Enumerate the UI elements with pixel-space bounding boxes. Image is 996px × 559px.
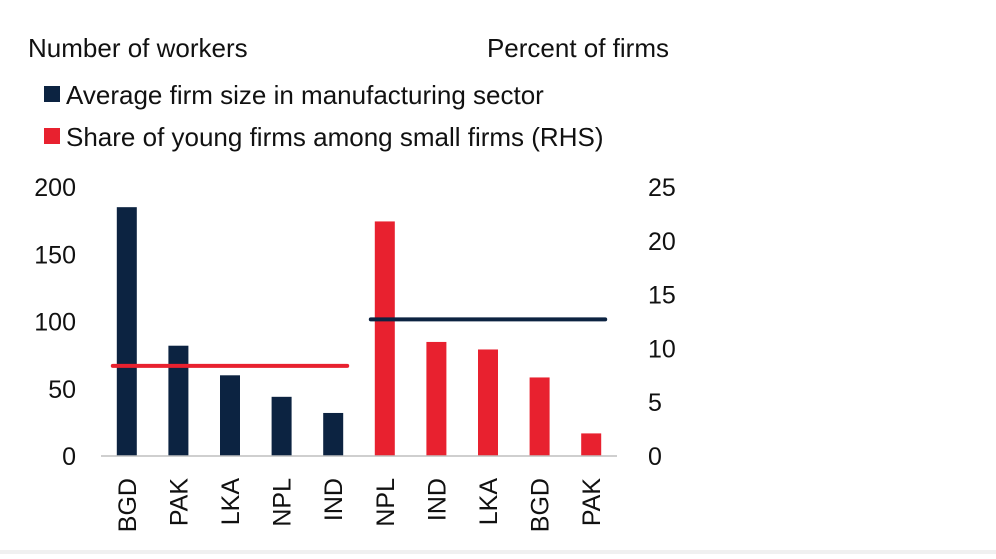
category-label: PAK <box>578 478 606 526</box>
right-tick-label: 15 <box>648 282 676 310</box>
category-label: NPL <box>269 478 297 527</box>
right-axis-ticks: 0 5 10 15 20 25 <box>648 174 676 471</box>
bar-npl-firm-size <box>271 396 292 456</box>
bar-ind-young-firms <box>426 341 447 456</box>
right-tick-label: 25 <box>648 174 676 202</box>
bars <box>116 207 602 456</box>
right-tick-label: 0 <box>648 443 662 471</box>
page-bottom-rule <box>0 550 996 554</box>
bar-bgd-young-firms <box>529 377 550 456</box>
bar-ind-firm-size <box>323 412 344 456</box>
right-tick-label: 20 <box>648 228 676 256</box>
category-label: LKA <box>475 478 503 526</box>
average-lines <box>110 317 608 368</box>
right-axis-title: Percent of firms <box>487 33 669 63</box>
left-tick-label: 100 <box>34 309 76 337</box>
left-axis-title: Number of workers <box>28 33 248 63</box>
bar-npl-young-firms <box>374 221 395 456</box>
left-tick-label: 150 <box>34 241 76 269</box>
right-tick-label: 5 <box>648 389 662 417</box>
bar-bgd-firm-size <box>116 207 137 456</box>
category-labels: BGD PAK LKA NPL IND NPL IND LKA BGD PAK <box>114 478 606 533</box>
left-axis-ticks: 0 50 100 150 200 <box>34 174 76 471</box>
bar-pak-firm-size <box>168 345 189 456</box>
right-tick-label: 10 <box>648 335 676 363</box>
category-label: IND <box>423 478 451 521</box>
category-label: PAK <box>165 478 193 526</box>
bar-pak-young-firms <box>581 433 602 456</box>
bar-lka-young-firms <box>478 349 498 456</box>
bar-lka-firm-size <box>220 375 240 456</box>
left-tick-label: 0 <box>62 443 76 471</box>
legend-label-firm-size: Average firm size in manufacturing secto… <box>66 80 544 110</box>
category-label: BGD <box>114 478 142 532</box>
left-tick-label: 50 <box>48 376 76 404</box>
legend-label-young-firms: Share of young firms among small firms (… <box>66 122 603 152</box>
category-label: BGD <box>527 478 555 532</box>
left-tick-label: 200 <box>34 174 76 202</box>
category-label: IND <box>320 478 348 521</box>
category-label: NPL <box>372 478 400 527</box>
legend-swatch-young-firms <box>44 128 60 144</box>
legend-swatch-firm-size <box>44 86 60 102</box>
category-label: LKA <box>217 478 245 526</box>
